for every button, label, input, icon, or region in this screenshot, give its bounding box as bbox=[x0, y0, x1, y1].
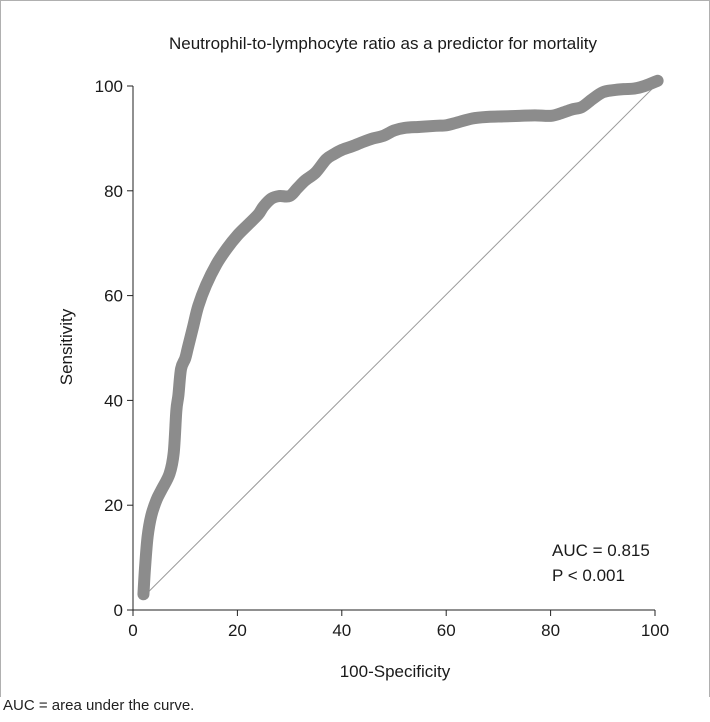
x-axis-label: 100-Specificity bbox=[340, 662, 451, 681]
roc-chart: Neutrophil-to-lymphocyte ratio as a pred… bbox=[57, 34, 670, 681]
x-tick-label: 100 bbox=[641, 621, 669, 640]
x-tick-label: 60 bbox=[437, 621, 456, 640]
y-axis-label: Sensitivity bbox=[57, 308, 76, 385]
figure-frame: Neutrophil-to-lymphocyte ratio as a pred… bbox=[0, 0, 710, 697]
chart-title: Neutrophil-to-lymphocyte ratio as a pred… bbox=[169, 34, 597, 53]
p-value-annotation: P < 0.001 bbox=[552, 566, 625, 585]
x-tick-label: 0 bbox=[128, 621, 137, 640]
auc-annotation: AUC = 0.815 bbox=[552, 541, 650, 560]
footnote: AUC = area under the curve. bbox=[3, 697, 195, 714]
y-tick-label: 40 bbox=[104, 391, 123, 410]
roc-curve-line bbox=[137, 74, 664, 601]
y-tick-label: 20 bbox=[104, 496, 123, 515]
x-tick-label: 20 bbox=[228, 621, 247, 640]
y-tick-label: 80 bbox=[104, 182, 123, 201]
y-tick-label: 100 bbox=[95, 77, 123, 96]
axes bbox=[127, 85, 656, 616]
x-tick-label: 80 bbox=[541, 621, 560, 640]
x-tick-label: 40 bbox=[332, 621, 351, 640]
y-tick-label: 0 bbox=[114, 601, 123, 620]
tick-labels: 0 20 40 60 80 100 0 20 40 60 80 100 bbox=[95, 77, 670, 640]
reference-diagonal-line bbox=[143, 85, 656, 598]
y-tick-label: 60 bbox=[104, 287, 123, 306]
